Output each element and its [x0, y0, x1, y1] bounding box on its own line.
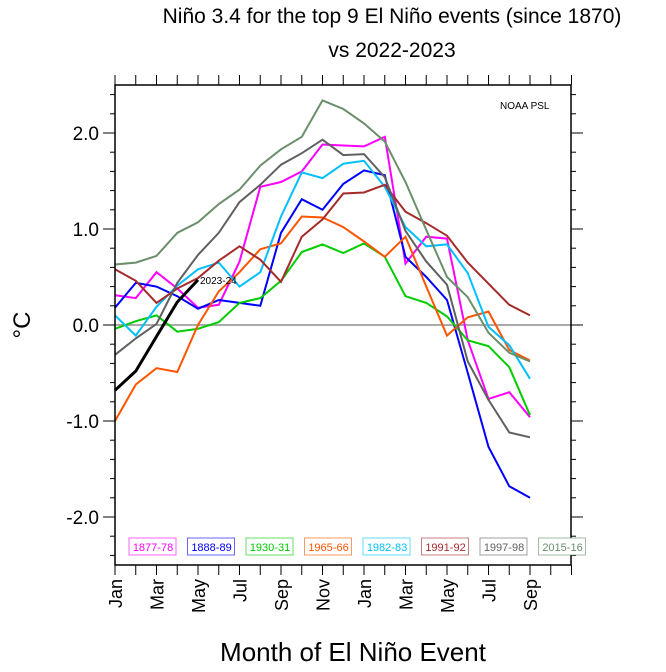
- series-label-2023-24: 2023-24: [200, 276, 237, 287]
- series-group: 2023-24: [113, 99, 531, 499]
- legend-box-1877-78: [128, 537, 177, 556]
- legend-label-1997-98: 1997-98: [484, 542, 524, 554]
- legend-label-1965-66: 1965-66: [308, 542, 348, 554]
- x-tick-label: Sep: [272, 579, 292, 611]
- y-tick-label: -2.0: [66, 508, 99, 529]
- series-line-1982-83: [114, 159, 531, 380]
- chart-title-line-2: vs 2022-2023: [328, 39, 455, 62]
- y-tick-label: 1.0: [73, 220, 99, 241]
- x-tick-label: Nov: [314, 579, 334, 611]
- x-tick-label: May: [438, 579, 458, 613]
- x-tick-label: Mar: [148, 579, 168, 610]
- axes: Jan Mar May Jul Sep Nov Jan Mar May Jul Sep -2.0 -1.…: [66, 75, 583, 613]
- x-tick-label: May: [189, 579, 209, 613]
- legend-box-1997-98: [479, 537, 528, 556]
- x-tick-label: Jul: [480, 579, 500, 602]
- legend: 1877-78 1888-89 1930-31 1965-66 1982-83 1991-…: [128, 537, 586, 556]
- y-tick-label: 2.0: [73, 124, 99, 145]
- series-line-1965-66: [114, 215, 531, 422]
- legend-box-1965-66: [304, 537, 352, 556]
- chart-title-line-1: Niño 3.4 for the top 9 El Niño events (s…: [163, 5, 622, 28]
- series-line-1997-98: [114, 138, 531, 439]
- x-tick-label: Sep: [521, 579, 541, 611]
- x-tick-label: Jul: [231, 579, 251, 602]
- series-line-1888-89: [114, 169, 531, 499]
- series-line-1930-31: [114, 242, 531, 416]
- legend-box-2015-16: [538, 537, 586, 556]
- legend-label-1877-78: 1877-78: [133, 542, 173, 554]
- legend-label-2015-16: 2015-16: [542, 542, 582, 554]
- series-line-2015-16: [114, 99, 531, 363]
- y-axis-label: °C: [9, 312, 36, 339]
- legend-box-1982-83: [362, 537, 411, 556]
- x-axis-label: Month of El Niño Event: [220, 637, 487, 667]
- series-line-1991-92: [114, 183, 531, 317]
- legend-label-1982-83: 1982-83: [367, 542, 407, 554]
- legend-label-1930-31: 1930-31: [250, 542, 290, 554]
- y-tick-label: 0.0: [73, 316, 99, 337]
- x-tick-label: Jan: [106, 579, 126, 608]
- legend-label-1888-89: 1888-89: [191, 542, 231, 554]
- y-tick-label: -1.0: [66, 412, 99, 433]
- legend-box-1930-31: [245, 537, 294, 556]
- series-line-2023-24: [113, 278, 200, 392]
- x-tick-label: Jan: [355, 579, 375, 608]
- x-tick-label: Mar: [397, 579, 417, 610]
- annotation-noaa-psl: NOAA PSL: [500, 101, 550, 112]
- legend-label-1991-92: 1991-92: [425, 542, 465, 554]
- legend-box-1991-92: [421, 537, 469, 556]
- legend-box-1888-89: [187, 537, 235, 556]
